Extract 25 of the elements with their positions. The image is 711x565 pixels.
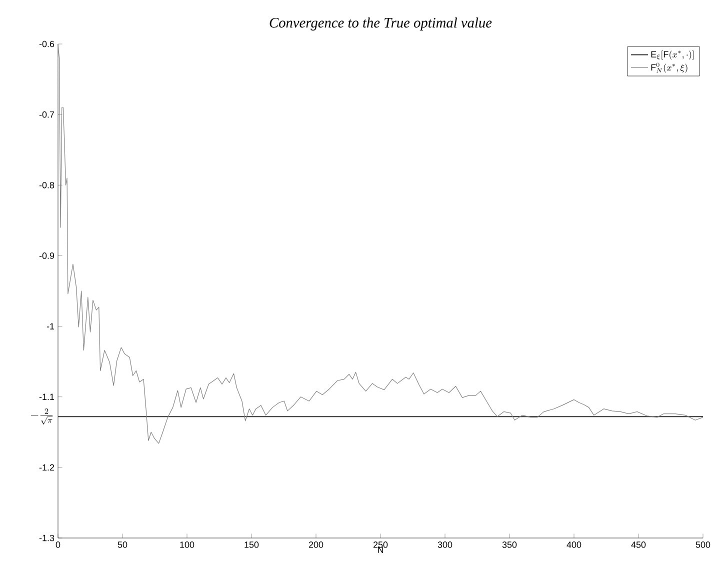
y-tick-label: -1.1 [39, 394, 54, 400]
y-tick-label: -1.2 [39, 464, 54, 471]
x-tick-label: 250 [373, 542, 388, 548]
x-tick-label: 400 [566, 542, 582, 548]
y-tick-label: -0.6 [39, 40, 54, 48]
annotation: $-\frac{2}{\sqrt{\pi}}$ [30, 408, 53, 425]
y-tick-label: -0.9 [39, 252, 54, 259]
legend-label: $\mathrm{E}_{\xi}[\mathrm{F}(x^{*},\cdot)]$ [651, 50, 694, 60]
y-tick-label: -1.3 [39, 534, 54, 542]
x-tick-label: 100 [180, 542, 194, 548]
chart-title: Convergence to the True optimal value [270, 17, 492, 30]
x-tick-label: 300 [438, 542, 452, 548]
x-tick-label: 450 [631, 542, 646, 548]
legend-label: $\mathrm{F}_{N}^{0}(x^{*},\xi)$ [651, 62, 688, 73]
x-tick-label: 350 [502, 542, 517, 548]
x-tick-label: 200 [308, 542, 324, 548]
y-tick-label: -0.7 [39, 111, 54, 118]
x-tick-label: 50 [118, 542, 128, 548]
y-tick-label: -0.8 [39, 182, 54, 188]
x-axis-title: N [378, 546, 384, 553]
x-tick-label: 150 [244, 542, 259, 548]
x-tick-label: 0 [56, 542, 60, 548]
line-series [58, 44, 704, 444]
y-tick-label: -1 [46, 323, 54, 330]
x-tick-label: 500 [696, 542, 710, 548]
